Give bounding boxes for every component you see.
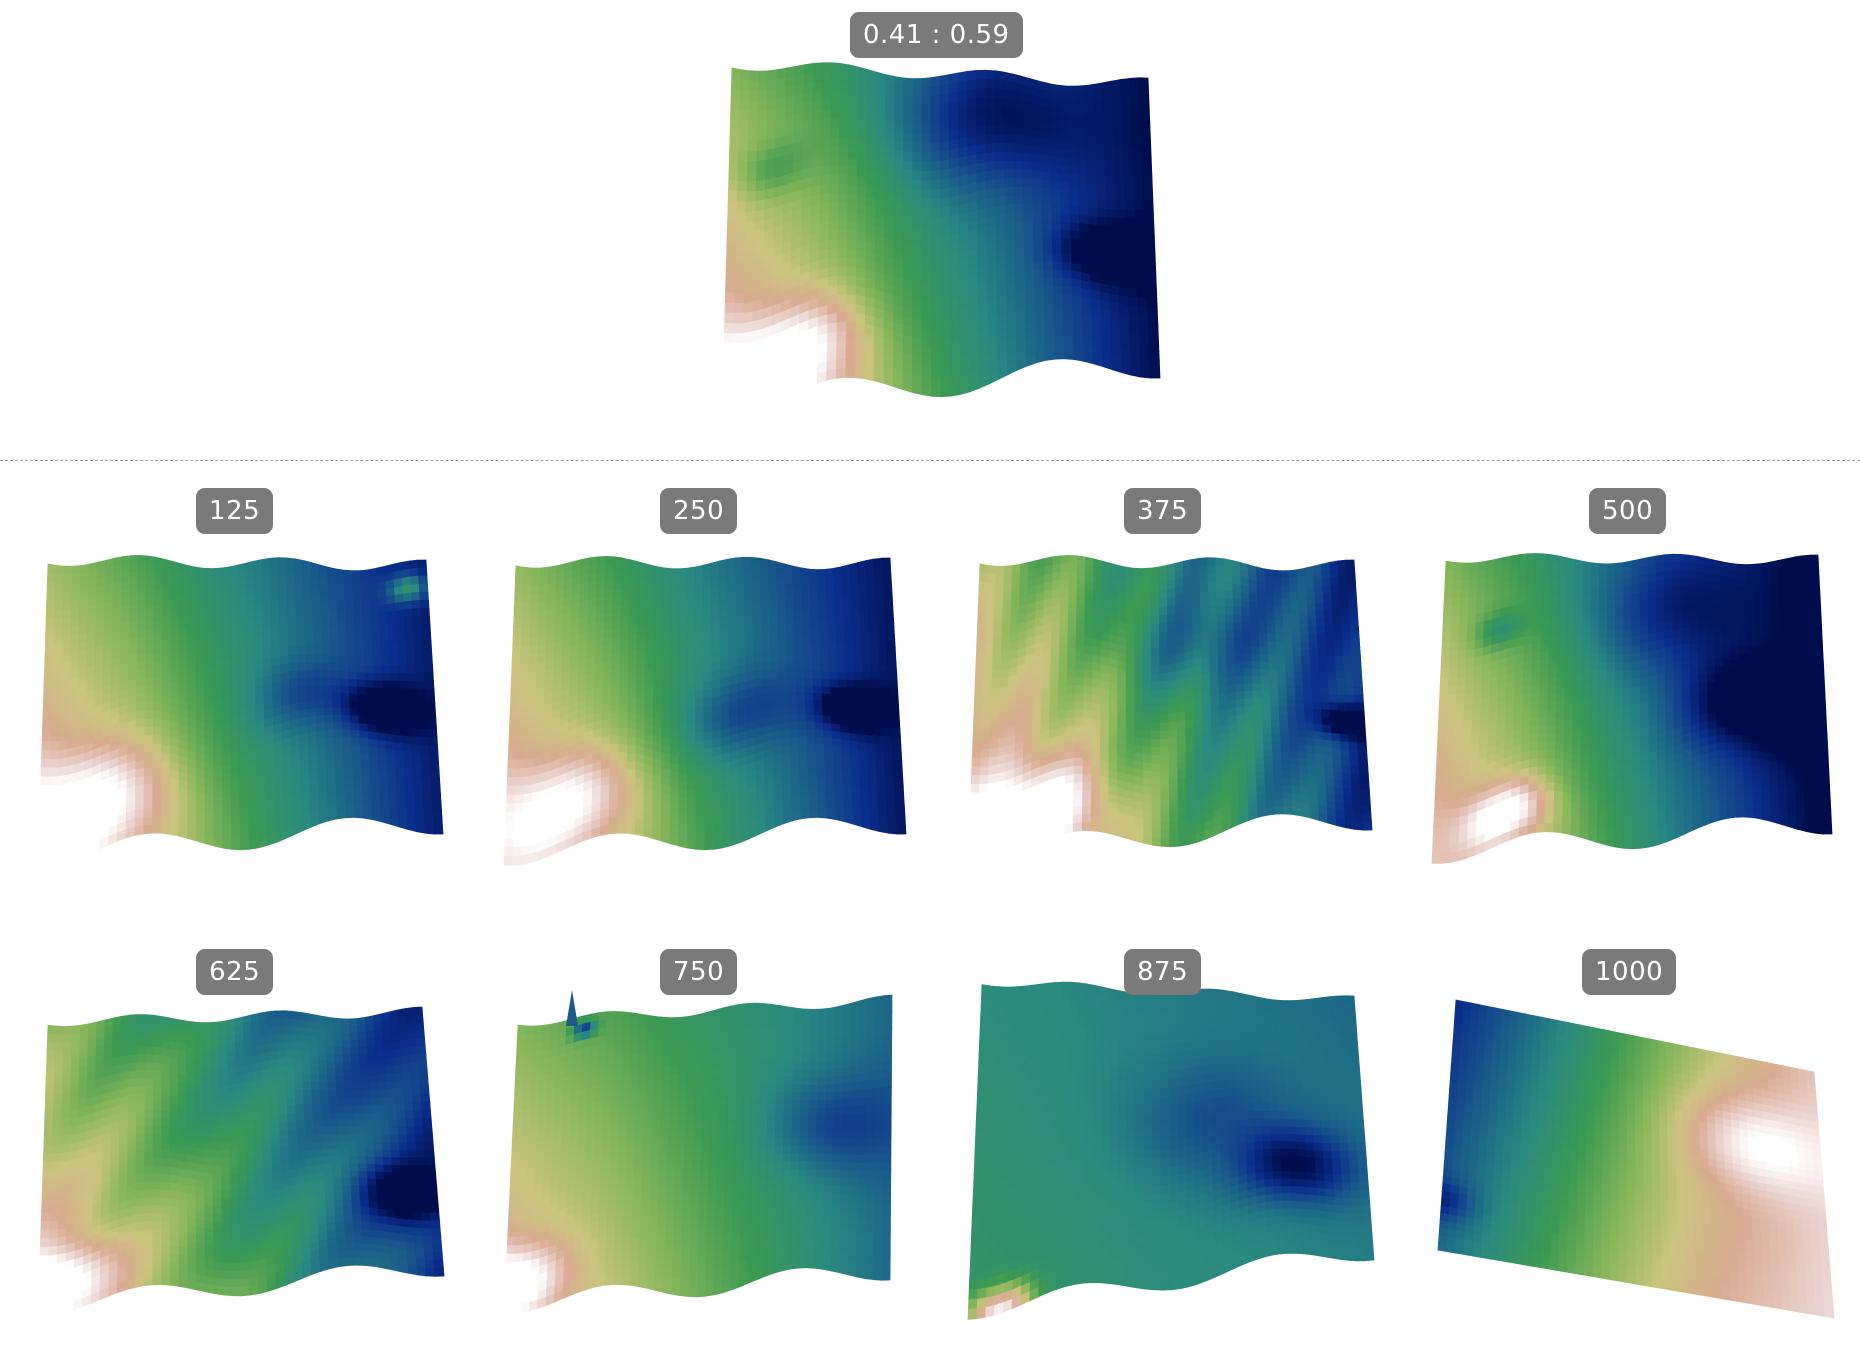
panel-label-625: 625 xyxy=(196,949,274,995)
terrain-surface xyxy=(503,990,893,1314)
panel-label-875: 875 xyxy=(1124,949,1202,995)
surface-panel-500 xyxy=(1431,540,1842,864)
terrain-surface xyxy=(967,981,1375,1320)
terrain-surface xyxy=(1431,553,1833,864)
surface-panel-625 xyxy=(37,1000,448,1320)
terrain-spike xyxy=(566,990,578,1026)
surface-panel-250 xyxy=(503,540,914,866)
terrain-surface xyxy=(1437,999,1835,1319)
surface-panel-375 xyxy=(967,540,1378,864)
surface-panel-875 xyxy=(967,980,1378,1320)
section-divider xyxy=(0,460,1860,461)
panel-label-500: 500 xyxy=(1589,488,1667,534)
panel-label-250: 250 xyxy=(660,488,738,534)
panel-label-1000: 1000 xyxy=(1582,949,1677,995)
panel-label-375: 375 xyxy=(1124,488,1202,534)
terrain-surface xyxy=(967,554,1373,864)
terrain-surface xyxy=(37,1006,445,1316)
ratio-label: 0.41 : 0.59 xyxy=(850,12,1023,58)
panel-label-750: 750 xyxy=(660,949,738,995)
top-surface-panel xyxy=(720,58,1165,416)
panel-label-125: 125 xyxy=(196,488,274,534)
terrain-surface xyxy=(37,554,444,866)
terrain-surface xyxy=(503,556,907,866)
surface-panel-125 xyxy=(37,540,448,866)
terrain-surface xyxy=(721,62,1161,416)
surface-panel-1000 xyxy=(1432,999,1842,1320)
surface-panel-750 xyxy=(503,990,914,1320)
